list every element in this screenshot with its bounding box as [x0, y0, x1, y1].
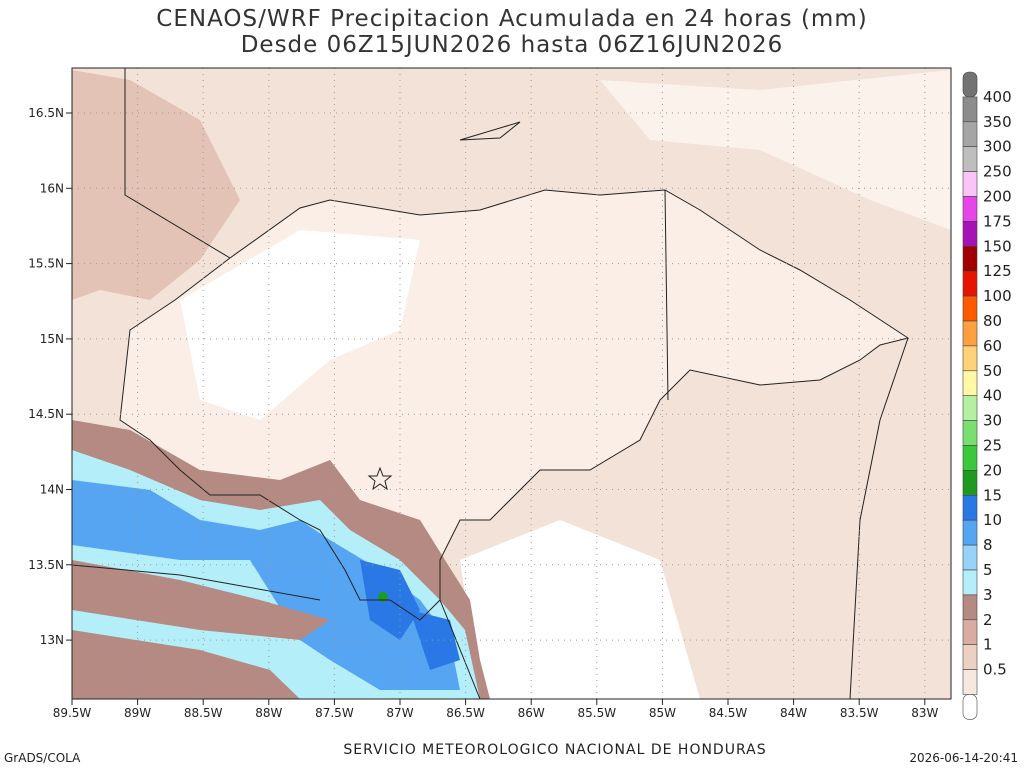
footer-left: GrADS/COLA	[4, 751, 81, 765]
dry-area	[180, 230, 420, 420]
colorbar-label: 40	[983, 387, 1002, 405]
light-area	[600, 70, 951, 230]
colorbar-swatch	[962, 395, 978, 421]
borders	[72, 68, 909, 699]
colorbar-swatch	[962, 270, 978, 297]
colorbar-swatch	[962, 295, 978, 322]
colorbar-label: 350	[983, 113, 1012, 131]
title-line-2: Desde 06Z15JUN2026 hasta 06Z16JUN2026	[241, 32, 784, 58]
x-tick-label: 83W	[911, 706, 938, 720]
title-line-1: CENAOS/WRF Precipitacion Acumulada en 24…	[156, 6, 867, 32]
rain-area	[72, 480, 460, 690]
y-tick-label: 16N	[40, 181, 64, 195]
dry-area	[460, 520, 700, 699]
colorbar-swatch	[962, 171, 978, 197]
colorbar-label: 400	[983, 88, 1012, 106]
colorbar-swatch	[962, 196, 978, 222]
y-tick-label: 14N	[40, 483, 64, 497]
x-tick-label: 86W	[518, 706, 545, 720]
island	[459, 121, 521, 141]
colorbar-swatch	[962, 494, 978, 521]
colorbar-swatch	[962, 694, 978, 720]
footer-center: SERVICIO METEOROLOGICO NACIONAL DE HONDU…	[343, 742, 766, 758]
x-tick-label: 86.5W	[446, 706, 485, 720]
colorbar-label: 0.5	[983, 661, 1007, 679]
rain-area	[410, 610, 460, 670]
colorbar-swatch	[962, 246, 978, 272]
x-tick-label: 87W	[386, 706, 413, 720]
colorbar-label: 2	[983, 611, 993, 629]
y-tick-label: 15.5N	[28, 257, 64, 271]
capital-marker	[367, 466, 393, 491]
colorbar-swatch	[962, 619, 978, 645]
colorbar-label: 8	[983, 536, 993, 554]
colorbar: 4003503002502001751501251008060504030252…	[962, 71, 1012, 720]
colorbar-label: 200	[983, 188, 1012, 206]
colorbar-label: 250	[983, 163, 1012, 181]
rain-area	[72, 70, 240, 300]
colorbar-label: 1	[983, 636, 993, 654]
x-tick-label: 87.5W	[315, 706, 354, 720]
colorbar-label: 80	[983, 312, 1002, 330]
x-tick-label: 83.5W	[840, 706, 879, 720]
colorbar-swatch	[962, 71, 978, 98]
colorbar-label: 20	[983, 461, 1002, 479]
rain-area	[72, 560, 330, 640]
colorbar-label: 15	[983, 486, 1002, 504]
colorbar-swatch	[962, 445, 978, 471]
colorbar-swatch	[962, 569, 978, 596]
y-tick-label: 13.5N	[28, 558, 64, 572]
colorbar-label: 30	[983, 412, 1002, 430]
honduras-border	[119, 189, 910, 621]
x-tick-label: 88W	[255, 706, 282, 720]
colorbar-swatch	[962, 420, 978, 446]
y-axis: 16.5N 16N 15.5N 15N 14.5N 14N 13.5N 13N	[28, 106, 72, 647]
x-tick-label: 84W	[780, 706, 807, 720]
colorbar-swatch	[962, 320, 978, 347]
y-tick-label: 16.5N	[28, 106, 64, 120]
colorbar-label: 125	[983, 262, 1012, 280]
map-frame	[71, 67, 952, 700]
colorbar-label: 60	[983, 337, 1002, 355]
x-axis: 89.5W 89W 88.5W 88W 87.5W 87W 86.5W 86W 85.5W 85W…	[53, 699, 938, 720]
grid	[72, 68, 951, 699]
colorbar-swatch	[962, 669, 978, 695]
x-tick-label: 84.5W	[709, 706, 748, 720]
colorbar-swatch	[962, 370, 978, 396]
colorbar-label: 175	[983, 212, 1012, 230]
colorbar-swatch	[962, 594, 978, 621]
x-tick-label: 89.5W	[53, 706, 92, 720]
colorbar-swatch	[962, 121, 978, 148]
colorbar-swatch	[962, 345, 978, 372]
colorbar-swatch	[962, 470, 978, 496]
colorbar-label: 3	[983, 586, 993, 604]
colorbar-label: 100	[983, 287, 1012, 305]
y-tick-label: 15N	[40, 332, 64, 346]
colorbar-swatch	[962, 519, 978, 546]
colorbar-label: 10	[983, 511, 1002, 529]
colorbar-swatch	[962, 96, 978, 123]
colorbar-label: 5	[983, 561, 993, 579]
colorbar-label: 150	[983, 237, 1012, 255]
map	[72, 68, 951, 699]
colorbar-swatch	[962, 544, 978, 571]
colorbar-label: 25	[983, 437, 1002, 455]
y-tick-label: 14.5N	[28, 407, 64, 421]
colorbar-swatch	[962, 221, 978, 247]
x-tick-label: 89W	[124, 706, 151, 720]
footer-right: 2026-06-14-20:41	[909, 751, 1018, 765]
y-tick-label: 13N	[40, 633, 64, 647]
colorbar-label: 50	[983, 362, 1002, 380]
colorbar-swatch	[962, 146, 978, 172]
colorbar-label: 300	[983, 138, 1012, 156]
x-tick-label: 85.5W	[578, 706, 617, 720]
x-tick-label: 85W	[649, 706, 676, 720]
x-tick-label: 88.5W	[184, 706, 223, 720]
colorbar-swatch	[962, 644, 978, 670]
